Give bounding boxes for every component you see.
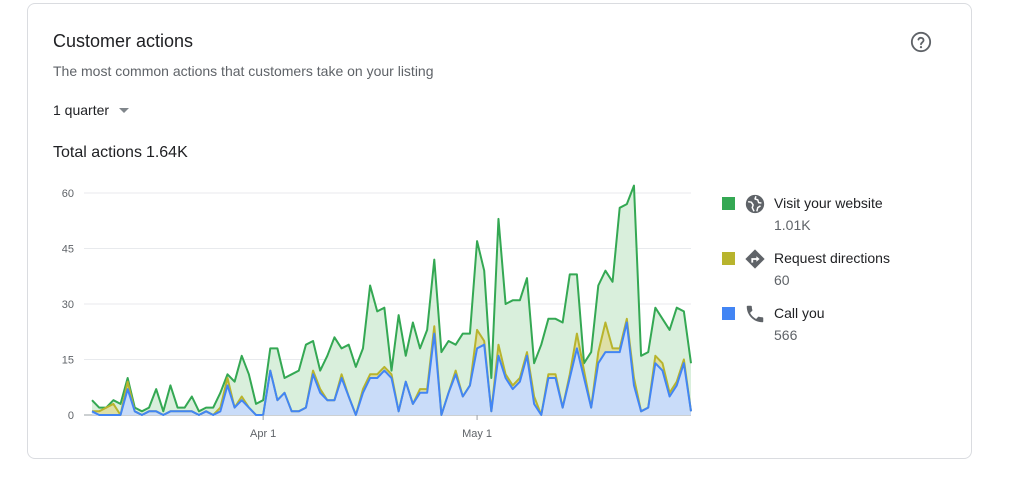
x-tick-label: May 1 [462,428,492,440]
legend-value: 1.01K [774,217,811,233]
series-line-visit-your-website [91,184,692,413]
y-tick-label: 0 [68,410,74,422]
legend-swatch-directions [722,252,735,265]
legend-label: Request directions [774,250,890,266]
chevron-down-icon [119,107,130,113]
y-tick-label: 45 [62,244,74,256]
y-tick-label: 30 [62,299,74,311]
x-tick-label: Apr 1 [250,428,276,440]
globe-icon [745,194,765,214]
card-subtitle: The most common actions that customers t… [53,63,434,79]
series-line-call-you [91,321,692,416]
series-area-call-you [92,322,691,415]
actions-chart: 0 15 30 45 60 Apr 1 May 1 [62,184,692,440]
legend-swatch-website [722,197,735,210]
legend-label: Visit your website [774,195,883,211]
total-actions: Total actions 1.64K [53,144,192,162]
period-selector[interactable]: 1 quarter [53,102,130,118]
phone-icon [746,305,764,323]
legend-label: Call you [774,305,825,321]
y-tick-label: 15 [62,355,74,367]
legend-swatch-call [722,307,735,320]
directions-icon [745,249,765,269]
card-title: Customer actions [53,31,194,51]
customer-actions-card: Customer actions The most common actions… [27,3,972,459]
help-circle-icon[interactable] [910,31,932,53]
legend-value: 566 [774,327,798,343]
period-label: 1 quarter [53,102,110,118]
total-value: 1.64K [145,144,188,161]
y-tick-label: 60 [62,188,74,200]
total-label: Total actions [53,144,142,161]
legend-value: 60 [774,272,790,288]
